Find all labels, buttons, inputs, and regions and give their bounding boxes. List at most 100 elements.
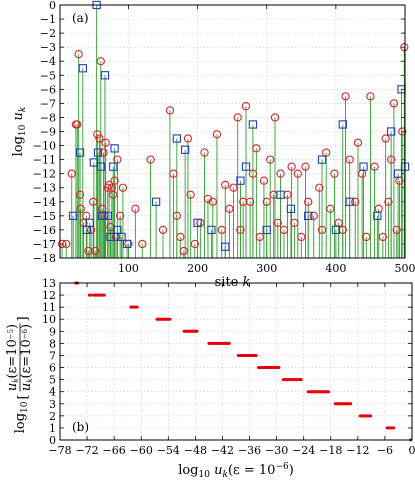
x-tick-label: 100 [118, 262, 139, 275]
panel-label-bg [68, 9, 96, 25]
y-tick-label: 9 [49, 325, 56, 338]
data-point-circle [398, 127, 407, 136]
y-tick-label: 5 [49, 374, 56, 387]
data-point-circle [387, 155, 396, 164]
data-point-circle [116, 211, 125, 220]
data-point-circle [186, 190, 195, 199]
data-point-circle [109, 190, 118, 199]
data-point-circle [255, 232, 264, 242]
data-point-circle [110, 176, 119, 185]
y-tick-label: −9 [40, 126, 56, 139]
data-point-square [110, 144, 119, 153]
y-tick-label: 2 [49, 410, 56, 423]
data-point-circle [118, 183, 128, 192]
y-tick-label: −3 [40, 41, 56, 54]
y-tick-label: −12 [33, 168, 56, 181]
data-point-circle [89, 197, 98, 206]
data-point-circle [241, 102, 251, 111]
data-point-circle [99, 148, 108, 157]
x-tick-label: −12 [346, 444, 369, 457]
data-point-circle [351, 197, 360, 206]
data-point [392, 426, 396, 430]
data-point-circle [301, 162, 310, 171]
data-point-circle [341, 92, 350, 101]
data-point-circle [366, 92, 375, 101]
data-point-circle [131, 204, 140, 213]
data-point-square [106, 232, 115, 242]
y-tick-label: −18 [33, 252, 56, 265]
x-tick-label: −18 [319, 444, 342, 457]
data-point-circle [190, 239, 199, 249]
plot-frame [59, 282, 413, 441]
data-point-circle [315, 183, 324, 192]
data-point-circle [165, 106, 175, 115]
data-point-circle [138, 239, 147, 249]
data-point-circle [330, 169, 339, 178]
data-point-square [345, 197, 354, 206]
panel-label: (a) [72, 11, 89, 25]
data-point-square [98, 211, 107, 220]
y-tick-label: −14 [33, 196, 56, 209]
data-point-circle [276, 169, 285, 178]
data-point-square [96, 162, 105, 171]
data-point-square [100, 71, 110, 80]
x-tick-label: −30 [265, 444, 288, 457]
data-point-circle [309, 211, 318, 220]
data-point-circle [93, 130, 102, 139]
y-tick-label: 11 [42, 301, 56, 314]
y-tick-label: −10 [33, 140, 56, 153]
bracket-right: ] [16, 316, 31, 321]
data-point-square [207, 225, 216, 235]
data-point-circle [101, 138, 110, 147]
data-point-circle [62, 239, 71, 249]
data-point-circle [200, 148, 209, 157]
x-tick-label: −48 [184, 444, 207, 457]
y-tick-label: −16 [33, 224, 56, 237]
data-point-square [122, 239, 132, 249]
data-point-square [75, 148, 85, 157]
data-point [227, 341, 231, 345]
x-tick-label: 300 [256, 262, 277, 275]
plot-frame [59, 4, 406, 259]
data-point-circle [262, 197, 271, 206]
y-tick-label: −7 [40, 97, 56, 110]
data-point-circle [236, 225, 245, 235]
data-point [195, 329, 199, 333]
y-tick-label: 12 [42, 289, 56, 302]
data-point-square [68, 211, 78, 220]
data-point-square [373, 211, 382, 220]
panel-label-bg [68, 418, 96, 434]
data-point-circle [389, 99, 399, 108]
y-tick-label: −6 [40, 83, 56, 96]
data-point-circle [293, 169, 302, 178]
panel-label: (b) [72, 420, 89, 434]
data-point-square [317, 155, 327, 164]
x-tick-label: −60 [130, 444, 153, 457]
y-tick-label: 3 [49, 398, 56, 411]
data-point [299, 378, 303, 382]
x-tick-label: −54 [157, 444, 180, 457]
x-tick-label: −24 [292, 444, 315, 457]
y-tick-label: 7 [49, 349, 56, 362]
x-tick-label: −72 [75, 444, 98, 457]
data-point-circle [304, 197, 313, 206]
y-tick-label: 13 [42, 277, 56, 290]
data-point-circle [252, 144, 261, 153]
data-point-square [193, 218, 202, 228]
data-point [135, 305, 139, 309]
x-tick-label: −42 [211, 444, 234, 457]
data-point-square [248, 120, 258, 129]
y-tick-label: −2 [40, 27, 56, 40]
x-tick-label: 500 [395, 262, 415, 275]
data-point-circle [326, 204, 335, 213]
data-point-circle [297, 232, 306, 242]
data-point-circle [287, 162, 296, 171]
data-point-square [286, 204, 296, 213]
data-point-square [117, 232, 126, 242]
bracket-left: [ [16, 394, 31, 399]
data-point-circle [74, 50, 83, 59]
data-point-square [304, 211, 313, 220]
y-tick-label: −5 [40, 69, 56, 82]
y-tick-label: 0 [49, 434, 56, 447]
